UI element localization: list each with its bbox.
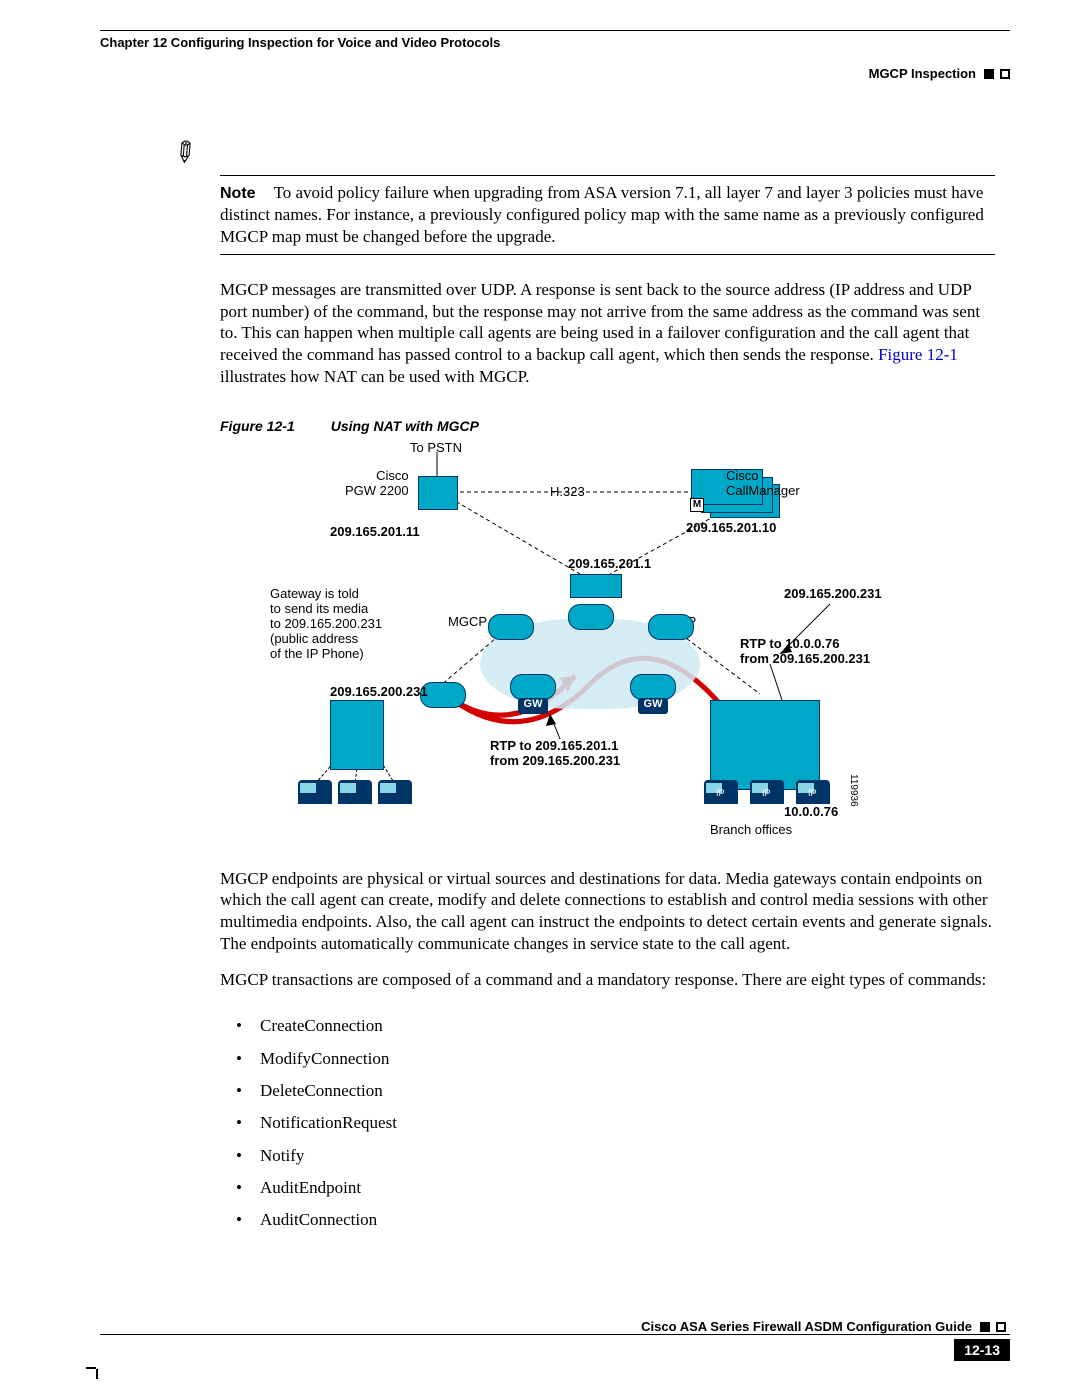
- pencil-icon: ✎: [154, 132, 206, 184]
- phone-l3-icon: [378, 780, 412, 804]
- note-label: Note: [220, 185, 256, 202]
- section-title: MGCP Inspection: [869, 66, 976, 81]
- router-right-icon: [648, 614, 694, 640]
- gateway-note: Gateway is told to send its media to 209…: [270, 586, 382, 661]
- paragraph-1: MGCP messages are transmitted over UDP. …: [220, 279, 995, 388]
- cmd-item: AuditConnection: [236, 1204, 995, 1236]
- command-list: CreateConnection ModifyConnection Delete…: [220, 1010, 995, 1236]
- gw-b-icon: [630, 674, 676, 700]
- note-rule-bottom: [220, 254, 995, 255]
- note-block: ✎ NoteTo avoid policy failure when upgra…: [220, 141, 995, 255]
- network-diagram: To PSTN Cisco PGW 2200 H.323 M Cisco Cal…: [290, 444, 930, 844]
- ip-badge-2: IP: [762, 788, 771, 798]
- cmd-item: DeleteConnection: [236, 1075, 995, 1107]
- router-left-icon: [488, 614, 534, 640]
- figure-link[interactable]: Figure 12-1: [878, 345, 958, 364]
- footer-rule: [100, 1334, 1010, 1335]
- cmd-item: AuditEndpoint: [236, 1172, 995, 1204]
- note-text: To avoid policy failure when upgrading f…: [220, 183, 984, 246]
- label-to-pstn: To PSTN: [410, 440, 462, 455]
- main-content: ✎ NoteTo avoid policy failure when upgra…: [220, 141, 995, 1237]
- phone-l1-icon: [298, 780, 332, 804]
- cmd-item: NotificationRequest: [236, 1107, 995, 1139]
- ip-left: 209.165.200.231: [330, 684, 428, 699]
- ip-badge-1: IP: [716, 788, 725, 798]
- label-pgw: Cisco PGW 2200: [345, 468, 409, 498]
- footer-row: Cisco ASA Series Firewall ASDM Configura…: [100, 1319, 1010, 1334]
- figure-caption: Figure 12-1 Using NAT with MGCP: [220, 418, 995, 434]
- header-square-icon: [984, 69, 994, 79]
- note-rule-top: [220, 175, 995, 176]
- rtp-right: RTP to 10.0.0.76 from 209.165.200.231: [740, 636, 870, 666]
- gw-b-label: GW: [638, 698, 668, 714]
- gw-a-icon: [510, 674, 556, 700]
- para1-b: illustrates how NAT can be used with MGC…: [220, 367, 529, 386]
- ip-switch: 209.165.201.1: [568, 556, 651, 571]
- paragraph-3: MGCP transactions are composed of a comm…: [220, 969, 995, 991]
- figure-number: Figure 12-1: [220, 418, 295, 434]
- cmd-item: Notify: [236, 1140, 995, 1172]
- ip-pgw: 209.165.201.11: [330, 524, 420, 539]
- footer-title: Cisco ASA Series Firewall ASDM Configura…: [641, 1319, 972, 1334]
- ip-phone-addr: 10.0.0.76: [784, 804, 838, 819]
- footer-square-hollow-icon: [996, 1322, 1006, 1332]
- header-square-hollow-icon: [1000, 69, 1010, 79]
- cmd-item: ModifyConnection: [236, 1043, 995, 1075]
- phone-l2-icon: [338, 780, 372, 804]
- switch-icon: [570, 574, 622, 598]
- branch-right-icon: [710, 700, 820, 790]
- header-section-row: MGCP Inspection: [100, 66, 1010, 81]
- diagram-id: 119936: [848, 774, 859, 807]
- ip-badge-3: IP: [808, 788, 817, 798]
- ip-cm: 209.165.201.10: [686, 520, 776, 535]
- pgw-device-icon: [418, 476, 458, 510]
- page-number: 12-13: [954, 1339, 1010, 1361]
- paragraph-2: MGCP endpoints are physical or virtual s…: [220, 868, 995, 955]
- ip-right: 209.165.200.231: [784, 586, 882, 601]
- footer: Cisco ASA Series Firewall ASDM Configura…: [100, 1319, 1010, 1361]
- rtp-bottom: RTP to 209.165.201.1 from 209.165.200.23…: [490, 738, 620, 768]
- header-rule: [100, 30, 1010, 31]
- gw-a-label: GW: [518, 698, 548, 714]
- router-mid-icon: [568, 604, 614, 630]
- label-h323: H.323: [550, 484, 585, 499]
- branch-label: Branch offices: [710, 822, 792, 837]
- label-mgcp: MGCP: [448, 614, 487, 629]
- m-badge: M: [690, 498, 704, 512]
- chapter-title: Chapter 12 Configuring Inspection for Vo…: [100, 35, 500, 50]
- para1-a: MGCP messages are transmitted over UDP. …: [220, 280, 980, 364]
- label-callmanager: Cisco CallManager: [726, 468, 800, 498]
- branch-left-icon: [330, 700, 384, 770]
- footer-square-icon: [980, 1322, 990, 1332]
- crop-mark-h: [86, 1367, 96, 1369]
- crop-mark-v: [96, 1369, 98, 1379]
- cmd-item: CreateConnection: [236, 1010, 995, 1042]
- note-body: NoteTo avoid policy failure when upgradi…: [220, 182, 995, 248]
- figure-title: Using NAT with MGCP: [331, 418, 479, 434]
- header-row: Chapter 12 Configuring Inspection for Vo…: [100, 35, 1010, 50]
